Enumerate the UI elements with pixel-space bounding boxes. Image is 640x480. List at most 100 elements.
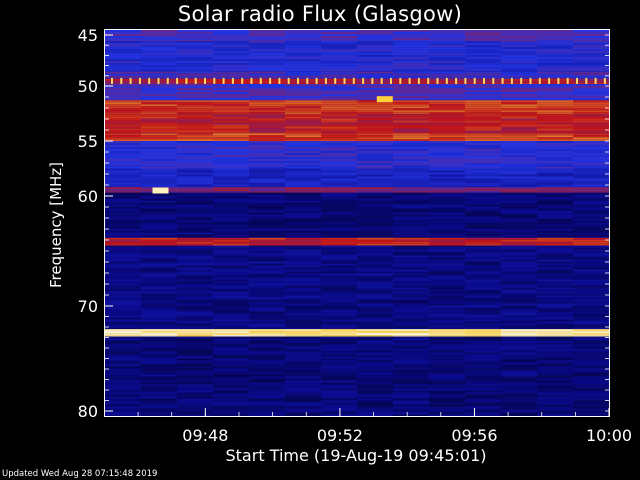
heatmap-cell <box>141 168 178 171</box>
heatmap-cell <box>177 133 214 136</box>
heatmap-cell <box>321 241 358 244</box>
heatmap-cell <box>285 348 322 351</box>
heatmap-cell <box>429 84 466 86</box>
heatmap-cell <box>537 380 574 383</box>
heatmap-cell <box>285 374 322 377</box>
interference-dot <box>548 77 551 84</box>
heatmap-cell <box>213 86 250 88</box>
heatmap-cell <box>105 108 142 111</box>
heatmap-cell <box>177 165 214 167</box>
heatmap-cell <box>357 159 394 161</box>
heatmap-cell <box>249 237 286 240</box>
heatmap-cell <box>285 116 322 119</box>
heatmap-cell <box>465 196 502 199</box>
heatmap-cell <box>249 126 286 129</box>
heatmap-cell <box>465 299 502 302</box>
heatmap-cell <box>573 281 610 284</box>
heatmap-cell <box>285 368 322 371</box>
heatmap-cell <box>357 191 394 193</box>
heatmap-cell <box>105 176 142 179</box>
heatmap-cell <box>393 224 430 227</box>
heatmap-cell <box>465 237 502 240</box>
heatmap-cell <box>213 196 250 199</box>
heatmap-cell <box>321 295 358 298</box>
heatmap-cell <box>501 90 538 92</box>
heatmap-cell <box>573 311 610 314</box>
heatmap-cell <box>177 317 214 320</box>
heatmap-cell <box>105 178 142 181</box>
heatmap-cell <box>213 354 250 357</box>
heatmap-cell <box>177 376 214 379</box>
heatmap-cell <box>321 182 358 185</box>
heatmap-cell <box>213 155 250 157</box>
heatmap-cell <box>537 220 574 223</box>
interference-dot <box>455 77 458 84</box>
heatmap-cell <box>177 392 214 395</box>
heatmap-cell <box>429 57 466 60</box>
y-tick-label: 80 <box>78 402 98 421</box>
heatmap-cell <box>573 130 610 133</box>
heatmap-cell <box>249 104 286 107</box>
heatmap-cell <box>249 98 286 100</box>
heatmap-cell <box>249 263 286 266</box>
heatmap-cell <box>537 396 574 399</box>
interference-dot <box>306 77 309 84</box>
heatmap-cell <box>501 230 538 233</box>
heatmap-cell <box>141 208 178 211</box>
heatmap-cell <box>105 301 142 304</box>
heatmap-cell <box>393 331 430 334</box>
heatmap-cell <box>249 234 286 237</box>
heatmap-cell <box>357 323 394 326</box>
heatmap-cell <box>177 100 214 103</box>
heatmap-cell <box>321 410 358 413</box>
heatmap-cell <box>321 53 358 56</box>
heatmap-cell <box>357 145 394 147</box>
heatmap-cell <box>537 30 574 32</box>
heatmap-cell <box>105 239 142 242</box>
heatmap-cell <box>105 378 142 381</box>
heatmap-cell <box>537 360 574 363</box>
heatmap-cell <box>429 342 466 345</box>
heatmap-cell <box>177 255 214 258</box>
heatmap-cell <box>249 249 286 252</box>
heatmap-cell <box>537 110 574 113</box>
heatmap-cell <box>465 394 502 397</box>
heatmap-cell <box>141 325 178 328</box>
heatmap-cell <box>141 352 178 355</box>
heatmap-cell <box>429 329 466 332</box>
heatmap-cell <box>573 251 610 254</box>
heatmap-cell <box>537 57 574 60</box>
heatmap-cell <box>537 243 574 246</box>
heatmap-cell <box>213 67 250 70</box>
heatmap-cell <box>105 174 142 177</box>
heatmap-cell <box>501 263 538 266</box>
heatmap-cell <box>573 51 610 54</box>
heatmap-cell <box>465 94 502 96</box>
heatmap-cell <box>501 297 538 300</box>
heatmap-cell <box>285 392 322 395</box>
heatmap-cell <box>465 370 502 373</box>
heatmap-cell <box>537 186 574 188</box>
heatmap-cell <box>393 386 430 389</box>
heatmap-cell <box>537 116 574 119</box>
heatmap-cell <box>393 187 430 190</box>
heatmap-cell <box>429 364 466 367</box>
heatmap-cell <box>537 96 574 98</box>
heatmap-cell <box>429 396 466 399</box>
heatmap-cell <box>393 352 430 355</box>
heatmap-cell <box>321 106 358 109</box>
heatmap-cell <box>177 331 214 334</box>
heatmap-cell <box>177 404 214 407</box>
heatmap-cell <box>177 186 214 188</box>
heatmap-cell <box>321 303 358 306</box>
heatmap-cell <box>429 380 466 383</box>
heatmap-cell <box>357 133 394 136</box>
heatmap-cell <box>429 96 466 98</box>
heatmap-cell <box>141 307 178 310</box>
heatmap-cell <box>285 370 322 373</box>
heatmap-cell <box>501 394 538 397</box>
heatmap-cell <box>429 182 466 185</box>
heatmap-cell <box>357 106 394 109</box>
heatmap-cell <box>249 243 286 246</box>
heatmap-cell <box>177 289 214 292</box>
